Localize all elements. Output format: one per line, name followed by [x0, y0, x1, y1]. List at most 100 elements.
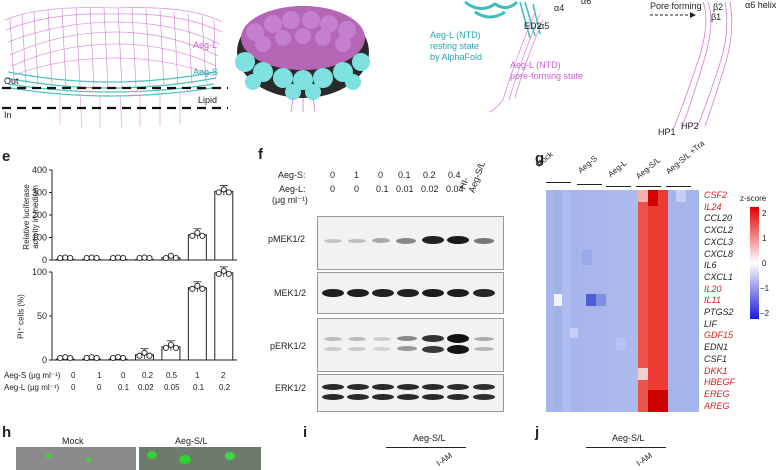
gene-label: IL24 [704, 201, 722, 212]
data-point [194, 229, 201, 236]
s-dose: 0 [378, 170, 384, 180]
s-dose: 0.2 [423, 170, 436, 180]
zscore-tick: 0 [762, 259, 767, 268]
y-tick-label: 50 [37, 311, 47, 321]
data-point [189, 232, 196, 239]
data-point [115, 254, 122, 261]
aeg-s-label: Aeg-S [193, 67, 219, 77]
a4-label: α4 [554, 3, 565, 13]
data-point [189, 285, 196, 292]
l-dose: 0.1 [118, 383, 130, 392]
gene-label-column: CSF2 IL24 CCL20 CXCL2 CXCL3 CXCL8 IL6 CX… [704, 190, 744, 412]
top-view-illustration [235, 6, 370, 113]
l-dose: 0 [71, 383, 76, 392]
b1-label: β1 [711, 12, 722, 22]
s-dose: 2 [221, 371, 226, 380]
b2-label: β2 [713, 2, 724, 12]
data-point [120, 354, 127, 362]
data-point [199, 285, 206, 292]
l-dose: 0.02 [138, 383, 154, 392]
mock-micrograph [16, 447, 136, 470]
panel-j-sub: I-AM [634, 450, 654, 468]
zscore-tick: 1 [762, 234, 767, 243]
pore-state-label: Aeg-L (NTD) pore-forming state [510, 60, 584, 81]
l-dose: 0.05 [164, 383, 180, 392]
data-point [88, 254, 95, 261]
panel-i-sub: I-AM [434, 450, 454, 468]
panel-g-label: g [535, 150, 545, 167]
zscore-title: z-score [740, 194, 767, 203]
perk-blot [317, 318, 504, 372]
blot-label-mek: MEK1/2 [274, 288, 307, 298]
s-dose: 0.4 [448, 170, 461, 180]
gene-label: IL11 [704, 295, 721, 306]
l-dose: 0.02 [421, 184, 439, 194]
l-dose: 0 [97, 383, 102, 392]
data-point [67, 254, 74, 262]
data-point [93, 354, 100, 362]
panel-h-label: h [2, 424, 12, 441]
l-dose: 0 [354, 184, 360, 194]
data-point [199, 232, 206, 239]
aeg-s-row-label: Aeg-S (μg ml⁻¹) [4, 371, 61, 380]
gene-label: CXCL8 [704, 248, 734, 259]
aeg-sl-micrograph [139, 447, 261, 470]
ed2-label: ED2 [524, 21, 542, 31]
data-point [225, 270, 232, 277]
gene-label: CXCL1 [704, 271, 734, 282]
heatmap-column-headers: Mock Aeg-S Aeg-L Aeg-S/L Aeg-S/L +Tra [534, 139, 740, 192]
data-point [57, 354, 64, 362]
out-label: Out [4, 76, 19, 86]
bar [214, 272, 234, 361]
data-point [215, 270, 222, 277]
blot-label-perk: pERK1/2 [270, 341, 307, 351]
structure-top-view [233, 0, 373, 115]
data-point [120, 254, 127, 262]
data-point [215, 189, 222, 196]
col-aeg-l: Aeg-L [606, 158, 629, 179]
hp2-label: HP2 [681, 121, 699, 131]
data-point [225, 189, 232, 196]
data-point [136, 254, 143, 262]
panel-i-label: i [303, 424, 308, 441]
gene-label: CCL20 [704, 213, 733, 224]
zscore-tick: −2 [760, 309, 770, 318]
l-dose: 0.1 [193, 383, 205, 392]
mek-blot [317, 272, 504, 314]
aeg-l-label: Aeg-L [193, 40, 218, 50]
s-dose: 1 [97, 371, 102, 380]
aeg-l-row-label: Aeg-L (μg ml⁻¹) [4, 383, 60, 392]
data-point [167, 252, 174, 259]
l-dose: 0.01 [396, 184, 414, 194]
gene-label: EDN1 [704, 342, 729, 353]
aeg-sl-caption: Aeg-S/L [175, 436, 208, 446]
gene-label: CXCL2 [704, 225, 734, 236]
y-tick-label: 400 [32, 165, 47, 175]
data-point [83, 254, 90, 262]
structure-side-view: Aeg-L Aeg-S Out Lipid In [0, 0, 235, 140]
resting-state-label: Aeg-L (NTD) resting state by AlphaFold [430, 30, 483, 62]
lipid-label: Lipid [198, 95, 218, 105]
data-point [110, 254, 117, 262]
gene-label: CXCL3 [704, 236, 734, 247]
pmek-blot [317, 216, 504, 270]
y-tick-label: 0 [42, 355, 47, 365]
data-point [162, 344, 169, 351]
l-dose: 0.2 [219, 383, 231, 392]
panel-j-bracket [586, 447, 666, 448]
gene-label: PTGS2 [704, 307, 734, 317]
data-point [93, 254, 100, 262]
data-point [146, 254, 153, 262]
s-dose: 0.2 [142, 371, 154, 380]
l-dose: 0.1 [376, 184, 389, 194]
data-point [57, 254, 64, 262]
gene-label: HBEGF [704, 377, 736, 388]
erk-blot [317, 374, 504, 412]
transition-illustration [464, 0, 733, 131]
aeg-l-header: Aeg-L: [279, 184, 306, 194]
in-label: In [4, 110, 12, 120]
col-aeg-sl-tra: Aeg-S/L +Tra [664, 138, 707, 176]
gene-label: EREG [704, 388, 730, 399]
gene-label: CSF2 [704, 190, 728, 200]
s-dose: 0 [71, 371, 76, 380]
